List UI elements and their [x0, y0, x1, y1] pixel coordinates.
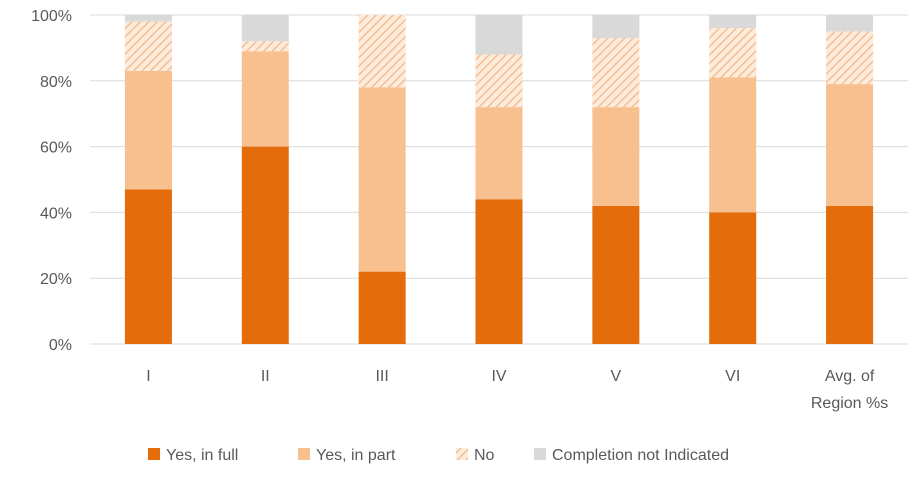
bar-segment	[826, 31, 874, 85]
y-tick-label: 40%	[40, 205, 72, 222]
bar-segment	[592, 205, 640, 344]
legend-swatch	[148, 448, 160, 460]
bar-segment	[709, 77, 757, 213]
bar-segment	[124, 21, 172, 71]
bar-segment	[475, 199, 523, 344]
bar-segment	[241, 15, 289, 42]
bar-segment	[826, 205, 874, 344]
bar-segment	[124, 70, 172, 190]
bar-segment	[826, 15, 874, 32]
legend-swatch	[456, 448, 468, 460]
y-axis-tick-labels: 0% 20% 40% 60% 80% 100%	[31, 8, 72, 354]
bar-segment	[358, 271, 406, 344]
legend-label: Yes, in part	[316, 447, 396, 464]
legend: Yes, in full Yes, in part No Completion not…	[148, 447, 729, 464]
legend-label: Completion not Indicated	[552, 447, 729, 464]
bar-segment	[124, 15, 172, 22]
bar-segment	[475, 54, 523, 108]
bar-segment	[826, 84, 874, 206]
y-tick-label: 100%	[31, 8, 72, 25]
bar-segment	[475, 107, 523, 200]
x-tick-label: VI	[725, 368, 740, 385]
x-tick-label: IV	[491, 368, 506, 385]
bar-segment	[709, 28, 757, 78]
bar-segment	[592, 38, 640, 108]
legend-label: No	[474, 447, 495, 464]
y-tick-label: 0%	[49, 337, 72, 354]
legend-swatch	[298, 448, 310, 460]
bar-segment	[592, 15, 640, 39]
y-tick-label: 20%	[40, 271, 72, 288]
bar-segment	[475, 15, 523, 55]
bar-segment	[709, 212, 757, 344]
legend-label: Yes, in full	[166, 447, 238, 464]
y-tick-label: 80%	[40, 74, 72, 91]
bar-segment	[241, 51, 289, 147]
bar-segment	[358, 15, 406, 88]
x-tick-label: V	[611, 368, 622, 385]
x-tick-label: I	[146, 368, 150, 385]
x-tick-label: II	[261, 368, 270, 385]
x-tick-label: Region %s	[811, 395, 888, 412]
bar-segment	[358, 87, 406, 272]
x-tick-label: III	[375, 368, 388, 385]
legend-swatch	[534, 448, 546, 460]
bar-segment	[241, 41, 289, 52]
bar-segment	[241, 146, 289, 344]
x-tick-label: Avg. of	[825, 368, 875, 385]
bars	[124, 15, 874, 344]
y-tick-label: 60%	[40, 140, 72, 157]
bar-segment	[709, 15, 757, 29]
bar-segment	[124, 189, 172, 344]
bar-segment	[592, 107, 640, 206]
